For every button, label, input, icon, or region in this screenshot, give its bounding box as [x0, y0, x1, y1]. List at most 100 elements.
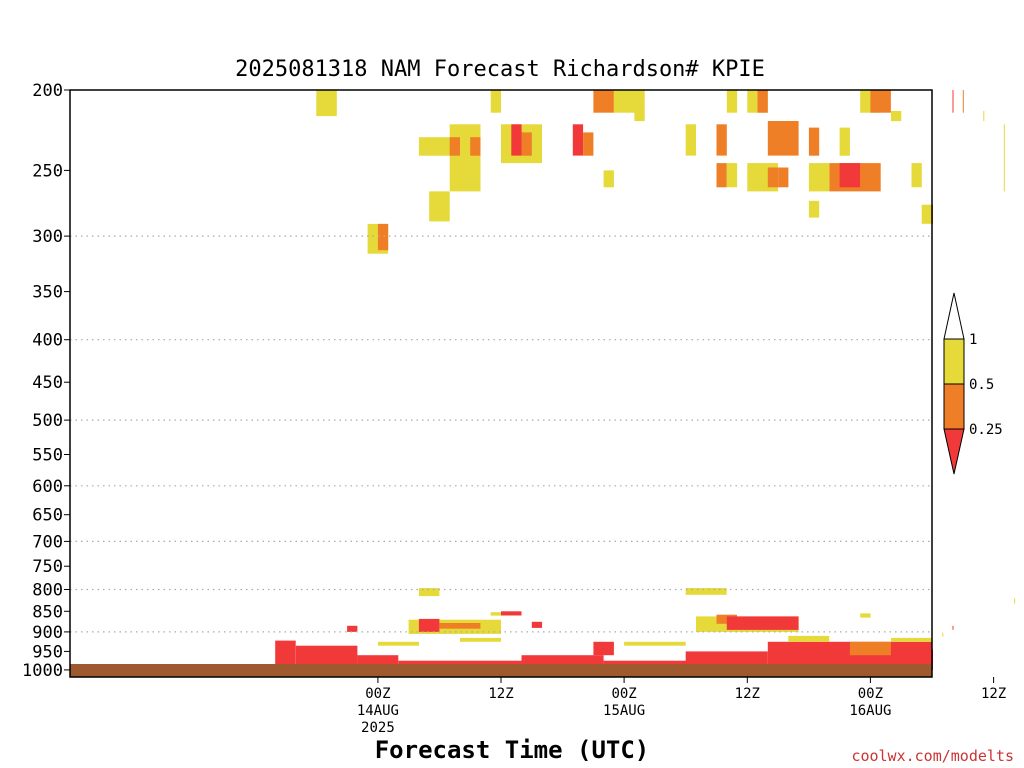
heatmap-cell — [778, 167, 789, 188]
y-tick-label: 1000 — [22, 661, 63, 681]
heatmap-cell — [891, 637, 932, 642]
grid-lines — [70, 235, 932, 633]
heatmap-cell — [911, 163, 922, 188]
y-tick-label: 850 — [32, 602, 63, 622]
y-tick-label: 950 — [32, 642, 63, 662]
heatmap-cell — [891, 111, 902, 122]
x-tick-label: 12Z — [735, 686, 760, 702]
heatmap-cell — [572, 124, 584, 156]
heatmap-cell — [593, 90, 614, 113]
heatmap-cell — [501, 611, 522, 616]
y-tick-label: 650 — [32, 506, 63, 526]
x-tick-label: 00Z — [611, 686, 636, 702]
heatmap-cell — [316, 90, 337, 117]
heatmap-cell — [583, 132, 594, 156]
heatmap-cell — [531, 621, 543, 628]
colorbar-segment — [943, 338, 965, 385]
x-tick-label: 16AUG — [849, 703, 891, 719]
heatmap-cell — [347, 625, 358, 632]
heatmap-cell — [593, 641, 614, 656]
heatmap-cell — [808, 200, 820, 218]
heatmap-cell — [1003, 124, 1005, 192]
heatmap-cell — [716, 124, 727, 156]
y-tick-label: 750 — [32, 557, 63, 577]
y-tick-label: 900 — [32, 623, 63, 643]
ground-bar — [70, 664, 932, 677]
heatmap-cell — [470, 137, 481, 156]
heatmap-cell — [983, 111, 985, 122]
heatmap-cell — [429, 191, 450, 222]
heatmap-cell — [962, 90, 964, 113]
heatmap-cell — [808, 163, 830, 192]
x-tick-label: 2025 — [361, 720, 395, 736]
heatmap-cell — [716, 614, 737, 624]
heatmap-cell — [788, 635, 830, 642]
heatmap-cell — [726, 616, 799, 630]
heatmap-cell — [808, 127, 820, 156]
y-tick-label: 800 — [32, 581, 63, 601]
y-tick-label: 550 — [32, 446, 63, 466]
x-tick-label: 15AUG — [603, 703, 645, 719]
heatmap-cell — [449, 124, 481, 192]
heatmap-cell — [685, 124, 696, 156]
heatmap-cell — [613, 90, 645, 113]
heatmap-cell — [377, 223, 389, 251]
y-tick-label: 250 — [32, 161, 63, 181]
colorbar-legend: 1 0.5 0.25 — [943, 292, 1003, 475]
heatmap-cell — [1014, 598, 1016, 604]
heatmap-cell — [849, 641, 891, 656]
y-tick-label: 300 — [32, 227, 63, 247]
colorbar-top-triangle — [943, 292, 965, 340]
x-tick-label: 14AUG — [357, 703, 399, 719]
heatmap-cell — [942, 632, 944, 637]
heatmap-cell — [624, 641, 686, 646]
heatmap-cell — [521, 132, 532, 156]
heatmap-cell — [449, 137, 460, 156]
heatmap-cell — [490, 612, 501, 616]
heatmap-cell — [418, 618, 440, 632]
heatmap-cell — [921, 204, 932, 224]
y-tick-label: 600 — [32, 477, 63, 497]
heatmap-cell — [726, 163, 738, 188]
colorbar-bottom-triangle — [943, 428, 965, 475]
heatmap-cell — [839, 127, 850, 156]
heatmap-cell — [603, 170, 614, 188]
heatmap-cell — [377, 641, 419, 646]
chart-title: 2025081318 NAM Forecast Richardson# KPIE — [235, 57, 765, 82]
heatmap-cell — [685, 651, 768, 665]
colorbar-label: 0.5 — [969, 377, 994, 393]
x-axis-label: Forecast Time (UTC) — [375, 736, 650, 764]
x-tick-label: 12Z — [488, 686, 513, 702]
heatmap-cell — [757, 90, 768, 113]
y-tick-label: 500 — [32, 411, 63, 431]
colorbar-label: 1 — [969, 332, 977, 348]
heatmap-cell — [952, 90, 954, 113]
colorbar-segment — [943, 383, 965, 430]
heatmap-cell — [490, 90, 501, 113]
heatmap-cell — [418, 588, 440, 597]
heatmap-cell — [839, 163, 861, 188]
y-tick-label: 700 — [32, 532, 63, 552]
heatmap-cell — [460, 637, 501, 642]
x-tick-label: 00Z — [365, 686, 390, 702]
heatmap-cell — [439, 623, 481, 629]
heatmap-cell — [767, 121, 799, 156]
credit-link[interactable]: coolwx.com/modelts — [851, 747, 1014, 765]
heatmap-cell — [767, 167, 779, 188]
heatmap-cell — [870, 90, 891, 113]
heatmap-cell — [511, 124, 522, 156]
heatmap-cell — [726, 90, 738, 113]
x-tick-label: 12Z — [981, 686, 1006, 702]
heatmap-cell — [716, 163, 727, 188]
heatmap-cell — [952, 625, 954, 630]
y-tick-label: 450 — [32, 373, 63, 393]
heatmap-cell — [860, 613, 871, 618]
y-axis: 200 250 300 350 400 450 500 550 600 650 700 750 8008… — [22, 81, 70, 681]
y-tick-label: 200 — [32, 81, 63, 101]
y-tick-label: 400 — [32, 331, 63, 351]
x-axis: 00Z14AUG202512Z00Z15AUG12Z00Z16AUG12Z00Z… — [357, 677, 1006, 736]
heatmap-cell — [634, 111, 645, 122]
heatmap-cell — [685, 588, 727, 595]
x-tick-label: 00Z — [858, 686, 883, 702]
